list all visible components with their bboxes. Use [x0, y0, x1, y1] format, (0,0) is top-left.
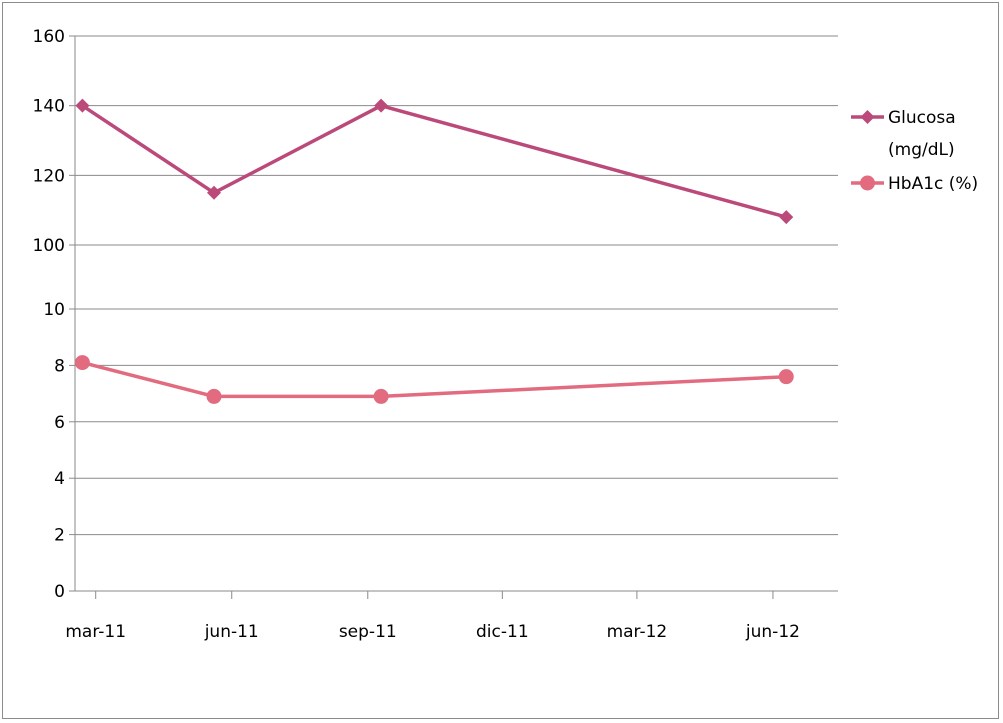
x-tick-label-mar-11: mar-11	[65, 622, 126, 642]
y-tick-label-lower-8: 8	[54, 356, 65, 376]
data-point-series0-0	[75, 98, 90, 113]
data-point-series0-1	[206, 185, 221, 200]
y-tick-label-lower-4: 4	[54, 469, 65, 489]
y-tick-label-lower-0: 0	[54, 582, 65, 602]
y-tick-label-lower-10: 10	[43, 300, 65, 320]
data-point-series1-0	[74, 355, 90, 371]
series-line-1	[81, 360, 787, 399]
data-point-series0-2	[374, 98, 389, 113]
x-tick-label-dic-11: dic-11	[476, 622, 529, 642]
x-tick-label-jun-12: jun-12	[745, 622, 800, 642]
legend-label-0-0: Glucosa	[888, 108, 956, 128]
y-tick-label-upper-140: 140	[33, 97, 65, 117]
legend-marker-0	[860, 110, 875, 124]
axis-layer: 100 120 140 160 0 2 4 6 8 10 mar-11 jun-11 sep-11 dic…	[33, 27, 838, 642]
legend-marker-1	[860, 175, 875, 191]
series-layer	[74, 98, 794, 404]
x-tick-label-jun-11: jun-11	[204, 622, 259, 642]
y-tick-label-lower-6: 6	[54, 413, 65, 433]
data-point-series1-3	[778, 369, 794, 385]
legend-label-1-0: HbA1c (%)	[888, 174, 978, 194]
y-tick-label-upper-100: 100	[33, 236, 65, 256]
data-point-series0-3	[779, 210, 794, 225]
legend: Glucosa (mg/dL) HbA1c (%)	[851, 108, 978, 194]
legend-label-0-1: (mg/dL)	[888, 140, 955, 160]
x-tick-label-mar-12: mar-12	[607, 622, 668, 642]
y-tick-label-upper-120: 120	[33, 166, 65, 186]
series-line-0	[81, 103, 787, 219]
y-tick-label-lower-2: 2	[54, 526, 65, 546]
grid-layer	[75, 35, 838, 536]
data-point-series1-2	[373, 388, 389, 404]
x-tick-label-sep-11: sep-11	[339, 622, 397, 642]
y-tick-label-upper-160: 160	[33, 27, 65, 47]
data-point-series1-1	[206, 388, 222, 404]
